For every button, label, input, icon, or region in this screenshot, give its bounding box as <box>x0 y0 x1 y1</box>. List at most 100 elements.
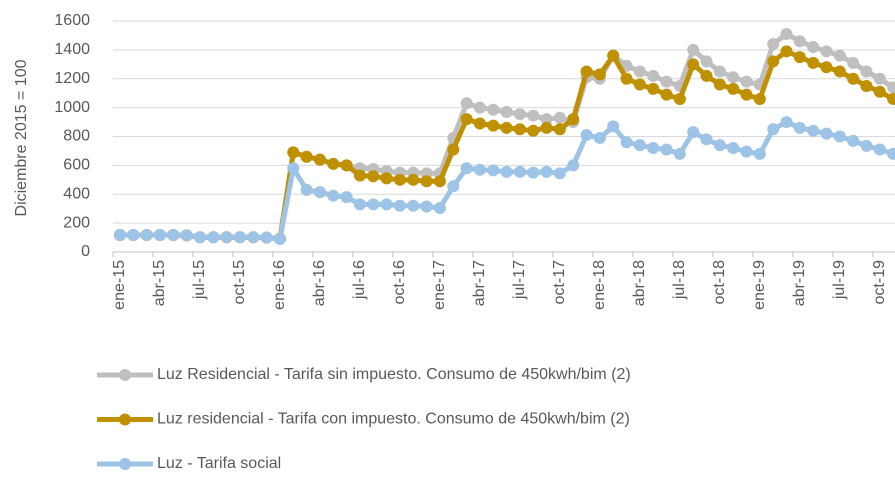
point <box>407 173 420 186</box>
point <box>740 145 753 158</box>
point <box>593 131 606 144</box>
point <box>647 142 660 155</box>
point <box>153 228 166 241</box>
point <box>367 198 380 211</box>
point <box>780 27 793 40</box>
point <box>553 167 566 180</box>
point <box>767 123 780 136</box>
y-tick-label: 0 <box>81 243 90 260</box>
point <box>873 72 886 85</box>
point <box>887 81 895 94</box>
point <box>273 233 286 246</box>
point <box>407 199 420 212</box>
point <box>313 153 326 166</box>
point <box>633 65 646 78</box>
point <box>127 228 140 241</box>
legend-marker <box>119 369 131 381</box>
point <box>487 119 500 132</box>
x-tick-label: ene-17 <box>431 260 448 310</box>
series-line <box>120 48 895 242</box>
point <box>767 55 780 68</box>
point <box>393 173 406 186</box>
point <box>553 123 566 136</box>
x-tick-label: abr-15 <box>151 260 168 306</box>
point <box>180 229 193 242</box>
point <box>487 164 500 177</box>
point <box>740 88 753 101</box>
point <box>473 163 486 176</box>
point <box>420 200 433 213</box>
y-tick-label: 600 <box>63 157 90 174</box>
x-tick-label: ene-16 <box>271 260 288 310</box>
point <box>620 72 633 85</box>
x-tick-label: abr-19 <box>791 260 808 306</box>
x-tick-label: oct-16 <box>391 260 408 305</box>
y-tick-label: 400 <box>63 185 90 202</box>
point <box>500 105 513 118</box>
x-tick-label: oct-15 <box>231 260 248 305</box>
y-axis-title: Diciembre 2015 = 100 <box>13 59 30 216</box>
legend-marker <box>119 413 131 426</box>
point <box>660 88 673 101</box>
point <box>300 183 313 196</box>
legend-label: Luz Residencial - Tarifa sin impuesto. C… <box>157 366 631 383</box>
point <box>500 165 513 178</box>
x-tick-label: abr-16 <box>311 260 328 306</box>
point <box>727 71 740 84</box>
x-tick-label: ene-18 <box>591 260 608 310</box>
point <box>567 113 580 126</box>
point <box>580 65 593 78</box>
point <box>860 65 873 78</box>
point <box>833 49 846 62</box>
point <box>753 147 766 160</box>
x-tick-label: jul-17 <box>511 260 528 300</box>
point <box>660 143 673 156</box>
point <box>380 172 393 185</box>
x-tick-label: jul-18 <box>671 260 688 300</box>
point <box>767 38 780 51</box>
x-tick-label: abr-17 <box>471 260 488 306</box>
point <box>793 121 806 134</box>
y-tick-label: 1600 <box>54 12 90 29</box>
point <box>353 169 366 182</box>
point <box>807 124 820 137</box>
point <box>233 231 246 244</box>
point <box>633 78 646 91</box>
point <box>433 201 446 214</box>
point <box>140 228 153 241</box>
point <box>540 113 553 126</box>
point <box>300 150 313 163</box>
point <box>527 166 540 179</box>
y-tick-label: 1400 <box>54 41 90 58</box>
point <box>633 139 646 152</box>
y-tick-label: 200 <box>63 214 90 231</box>
point <box>873 143 886 156</box>
point <box>327 157 340 170</box>
point <box>820 61 833 74</box>
x-tick-label: ene-15 <box>111 260 128 310</box>
legend-label: Luz residencial - Tarifa con impuesto. C… <box>157 411 630 428</box>
point <box>887 92 895 105</box>
point <box>833 130 846 143</box>
point <box>473 101 486 114</box>
point <box>193 231 206 244</box>
point <box>260 231 273 244</box>
point <box>607 120 620 133</box>
point <box>553 111 566 124</box>
point <box>500 121 513 134</box>
point <box>847 72 860 85</box>
point <box>673 92 686 105</box>
point <box>393 199 406 212</box>
point <box>847 56 860 69</box>
x-tick-label: jul-16 <box>351 260 368 300</box>
point <box>687 126 700 139</box>
point <box>287 146 300 159</box>
point <box>807 56 820 69</box>
x-tick-label: jul-15 <box>191 260 208 300</box>
point <box>487 103 500 116</box>
point <box>287 162 300 175</box>
point <box>593 68 606 81</box>
point <box>460 162 473 175</box>
point <box>847 134 860 147</box>
point <box>367 170 380 183</box>
